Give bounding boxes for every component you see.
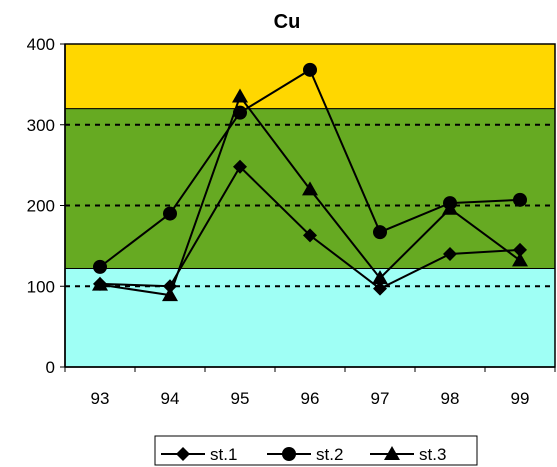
data-point-st.2 bbox=[163, 206, 177, 221]
x-tick-label: 94 bbox=[161, 389, 180, 408]
data-point-st.2 bbox=[303, 62, 317, 77]
data-point-st.2 bbox=[93, 259, 107, 274]
legend-label: st.2 bbox=[316, 445, 343, 464]
legend-box bbox=[154, 435, 478, 466]
y-tick-label: 100 bbox=[27, 277, 55, 296]
data-point-st.3 bbox=[92, 276, 108, 291]
legend-marker bbox=[282, 447, 296, 461]
x-tick-label: 99 bbox=[511, 389, 530, 408]
chart-title: Cu bbox=[274, 11, 301, 33]
data-point-st.1 bbox=[233, 159, 247, 174]
legend-label: st.1 bbox=[210, 445, 237, 464]
data-point-st.1 bbox=[513, 242, 527, 257]
series-st.3 bbox=[92, 88, 528, 302]
legend-marker bbox=[176, 447, 190, 461]
band-0 bbox=[64, 267, 556, 368]
data-point-st.1 bbox=[303, 228, 317, 243]
data-point-st.3 bbox=[302, 181, 318, 196]
y-tick-label: 400 bbox=[27, 35, 55, 54]
data-point-st.3 bbox=[372, 270, 388, 285]
legend-label: st.3 bbox=[419, 445, 446, 464]
data-point-st.3 bbox=[442, 200, 458, 215]
data-point-st.3 bbox=[512, 252, 528, 267]
data-point-st.3 bbox=[232, 88, 248, 103]
y-tick-label: 300 bbox=[27, 116, 55, 135]
x-tick-label: 93 bbox=[91, 389, 110, 408]
x-tick-label: 96 bbox=[301, 389, 320, 408]
data-point-st.2 bbox=[373, 225, 387, 240]
x-tick-label: 95 bbox=[231, 389, 250, 408]
x-tick-label: 97 bbox=[371, 389, 390, 408]
data-point-st.1 bbox=[373, 281, 387, 296]
data-point-st.2 bbox=[513, 192, 527, 207]
x-tick-label: 98 bbox=[441, 389, 460, 408]
y-tick-label: 200 bbox=[27, 197, 55, 216]
data-point-st.3 bbox=[162, 287, 178, 302]
legend-marker bbox=[384, 446, 400, 460]
y-tick-label: 0 bbox=[46, 358, 55, 377]
data-point-st.1 bbox=[443, 246, 457, 261]
